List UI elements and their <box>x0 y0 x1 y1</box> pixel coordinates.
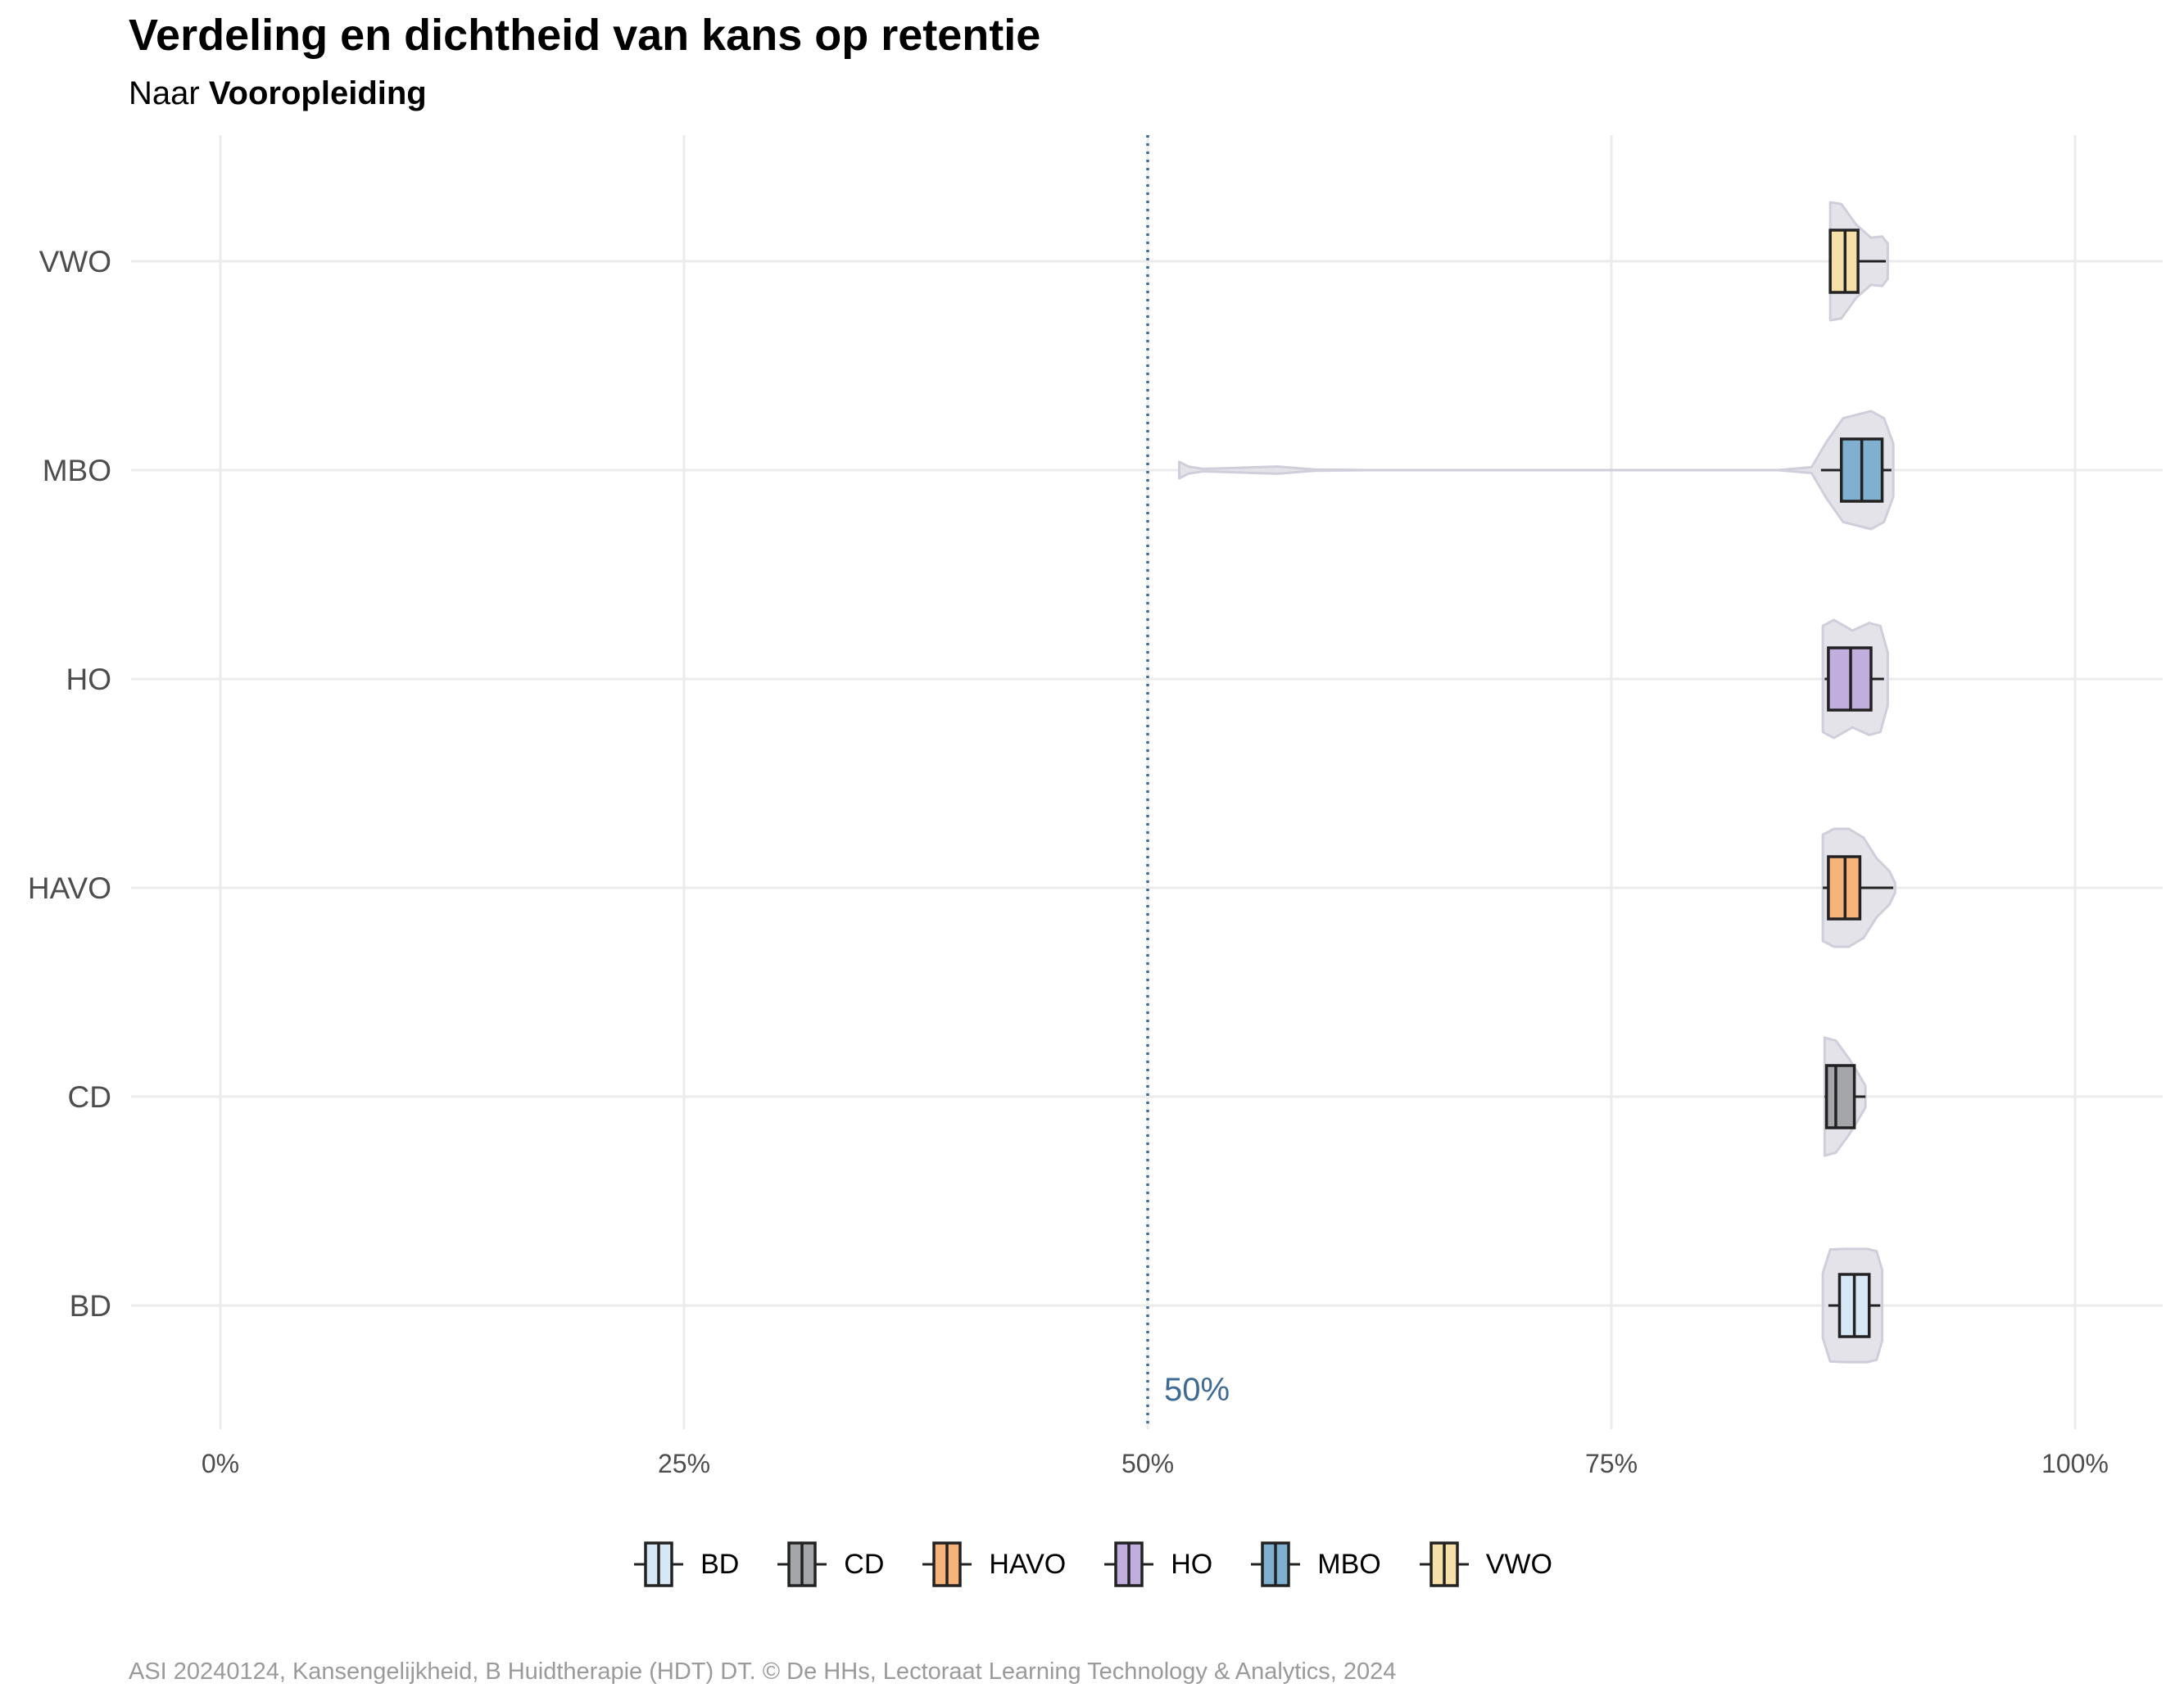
violin-shape <box>1177 410 1895 531</box>
legend-label: HAVO <box>989 1548 1067 1580</box>
legend-item-ho: HO <box>1102 1540 1212 1589</box>
y-tick-label: HO <box>66 663 112 696</box>
legend-item-mbo: MBO <box>1248 1540 1381 1589</box>
legend-key <box>1419 1541 1469 1587</box>
subtitle-emphasis: Vooropleiding <box>208 75 427 111</box>
x-tick-label: 50% <box>1121 1449 1174 1478</box>
legend-label: CD <box>844 1548 885 1580</box>
violin-box-havo <box>1821 827 1896 948</box>
grid-lines <box>131 135 2163 1429</box>
legend-key <box>777 1541 827 1587</box>
violin-box-cd <box>1823 1036 1867 1157</box>
x-tick-label: 25% <box>658 1449 710 1478</box>
legend-label: BD <box>700 1548 740 1580</box>
subtitle-prefix: Naar <box>129 75 200 111</box>
legend-key <box>1251 1541 1301 1587</box>
y-tick-label: MBO <box>43 454 111 487</box>
chart-title: Verdeling en dichtheid van kans op reten… <box>129 11 1041 60</box>
legend-item-cd: CD <box>775 1540 884 1589</box>
legend-label: MBO <box>1317 1548 1381 1580</box>
y-tick-label: CD <box>68 1080 111 1114</box>
y-tick-label: VWO <box>39 245 111 278</box>
violin-box-vwo <box>1828 201 1889 322</box>
x-tick-label: 0% <box>202 1449 239 1478</box>
chart-subtitle: Naar Vooropleiding <box>129 75 427 112</box>
legend-label: VWO <box>1485 1548 1552 1580</box>
violin-chart: 0% 25% 50% 75% 100% BD CD HAVO HO MBO VWO 50% <box>28 135 2163 1478</box>
legend: BD CD HAVO HO MBO VWO <box>0 1540 2184 1589</box>
reference-line-label: 50% <box>1164 1372 1230 1408</box>
legend-key <box>1104 1541 1154 1587</box>
legend-item-vwo: VWO <box>1417 1540 1552 1589</box>
box-iqr <box>1824 1064 1856 1129</box>
legend-item-havo: HAVO <box>920 1540 1066 1589</box>
legend-key <box>634 1541 684 1587</box>
legend-item-bd: BD <box>632 1540 739 1589</box>
x-tick-label: 75% <box>1585 1449 1638 1478</box>
violin-box-mbo <box>1177 410 1895 531</box>
y-tick-label: HAVO <box>28 871 111 905</box>
caption: ASI 20240124, Kansengelijkheid, B Huidth… <box>129 1658 1397 1685</box>
legend-label: HO <box>1171 1548 1213 1580</box>
x-tick-label: 100% <box>2041 1449 2109 1478</box>
y-tick-label: BD <box>70 1289 111 1323</box>
legend-key <box>922 1541 972 1587</box>
violin-box-bd <box>1821 1247 1884 1364</box>
violin-box-ho <box>1821 618 1889 740</box>
